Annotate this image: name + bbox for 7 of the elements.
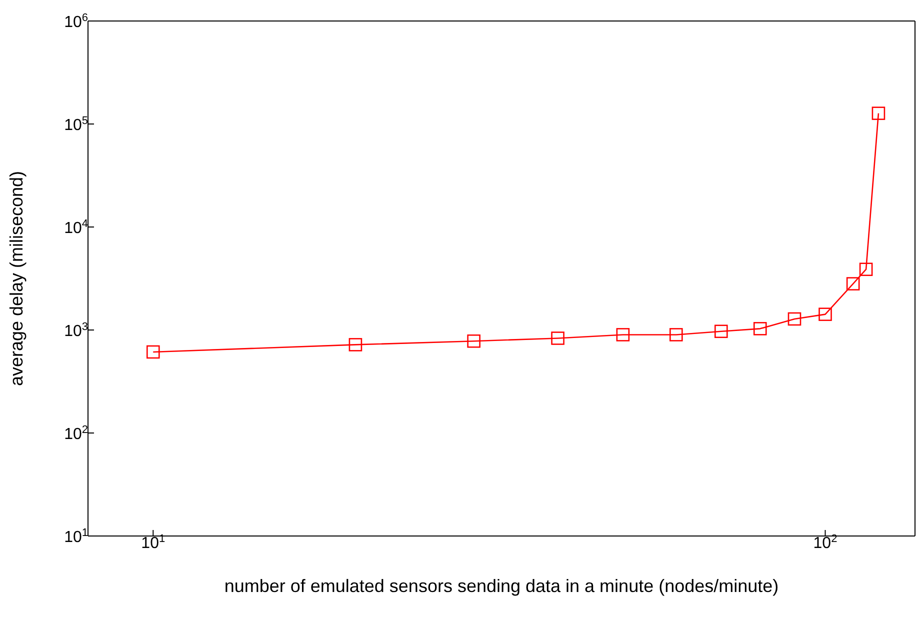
y-tick-label: 10$^{2}$: [64, 424, 88, 443]
x-axis-title: number of emulated sensors sending data in a minute (nodes/minute): [224, 576, 779, 596]
y-axis-title: average delay (milisecond): [6, 170, 26, 386]
y-tick-label: 10$^{4}$: [64, 218, 88, 237]
y-tick-label: 10$^{6}$: [64, 12, 88, 31]
y-tick-label: 10$^{5}$: [64, 115, 88, 134]
y-tick-label: 10$^{3}$: [64, 321, 88, 340]
